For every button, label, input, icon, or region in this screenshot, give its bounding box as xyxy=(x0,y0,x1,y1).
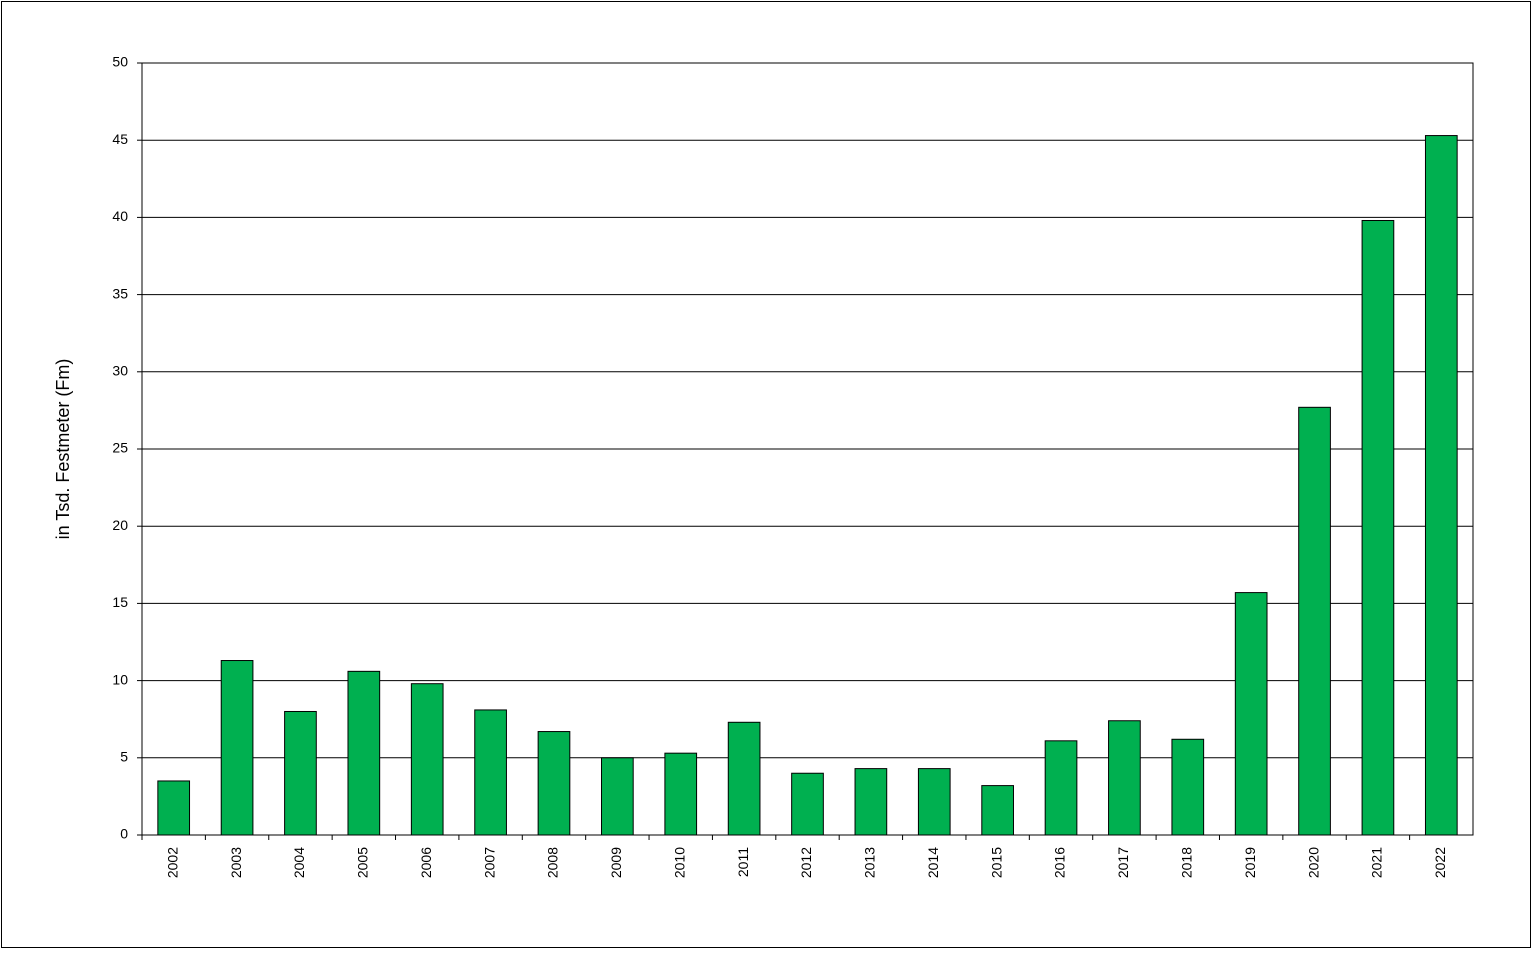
bar xyxy=(1424,135,1458,836)
y-tick-label: 15 xyxy=(112,594,128,610)
bar xyxy=(537,731,571,836)
bar xyxy=(347,670,381,836)
y-tick-label: 30 xyxy=(112,363,128,379)
x-tick-label: 2013 xyxy=(862,847,878,878)
x-tick-label: 2011 xyxy=(735,847,751,877)
y-tick-label: 20 xyxy=(112,517,128,533)
bar xyxy=(157,780,191,836)
x-tick-label: 2015 xyxy=(988,847,1004,878)
bar xyxy=(410,683,444,836)
x-tick-label: 2017 xyxy=(1115,847,1131,878)
bar xyxy=(1044,740,1078,836)
bar xyxy=(791,772,824,836)
x-tick-label: 2014 xyxy=(925,847,941,878)
x-tick-label: 2019 xyxy=(1242,847,1258,878)
y-tick-label: 35 xyxy=(112,285,128,301)
x-tick-label: 2022 xyxy=(1432,847,1448,878)
x-tick-label: 2020 xyxy=(1305,847,1321,878)
y-tick-label: 50 xyxy=(112,54,128,70)
x-tick-label: 2003 xyxy=(228,847,244,878)
bar xyxy=(601,757,634,836)
y-tick-label: 5 xyxy=(120,749,128,765)
bar xyxy=(854,768,888,836)
bar xyxy=(727,721,761,836)
x-tick-label: 2002 xyxy=(164,847,180,878)
bar xyxy=(1171,738,1205,836)
bar xyxy=(664,752,698,836)
x-tick-label: 2008 xyxy=(545,847,561,878)
x-tick-label: 2009 xyxy=(608,847,624,878)
bar xyxy=(474,709,507,836)
x-tick-label: 2012 xyxy=(798,847,814,878)
x-tick-label: 2004 xyxy=(291,847,307,878)
x-tick-label: 2005 xyxy=(355,847,371,878)
bar xyxy=(981,785,1014,836)
y-tick-label: 0 xyxy=(120,826,128,842)
bar xyxy=(284,710,317,836)
x-tick-label: 2010 xyxy=(671,847,687,878)
y-tick-label: 10 xyxy=(112,671,128,687)
x-tick-label: 2007 xyxy=(481,847,497,878)
y-tick-label: 45 xyxy=(112,131,128,147)
bar xyxy=(1234,592,1268,836)
bar xyxy=(917,768,951,836)
x-tick-label: 2018 xyxy=(1178,847,1194,878)
bar xyxy=(1108,720,1141,836)
bar xyxy=(220,660,254,836)
bar xyxy=(1361,219,1395,836)
y-axis-label: in Tsd. Festmeter (Fm) xyxy=(53,359,73,540)
y-tick-label: 40 xyxy=(112,208,128,224)
x-tick-label: 2021 xyxy=(1369,847,1385,878)
x-tick-label: 2016 xyxy=(1052,847,1068,878)
bar xyxy=(1298,406,1331,836)
y-tick-label: 25 xyxy=(112,440,128,456)
x-tick-label: 2006 xyxy=(418,847,434,878)
